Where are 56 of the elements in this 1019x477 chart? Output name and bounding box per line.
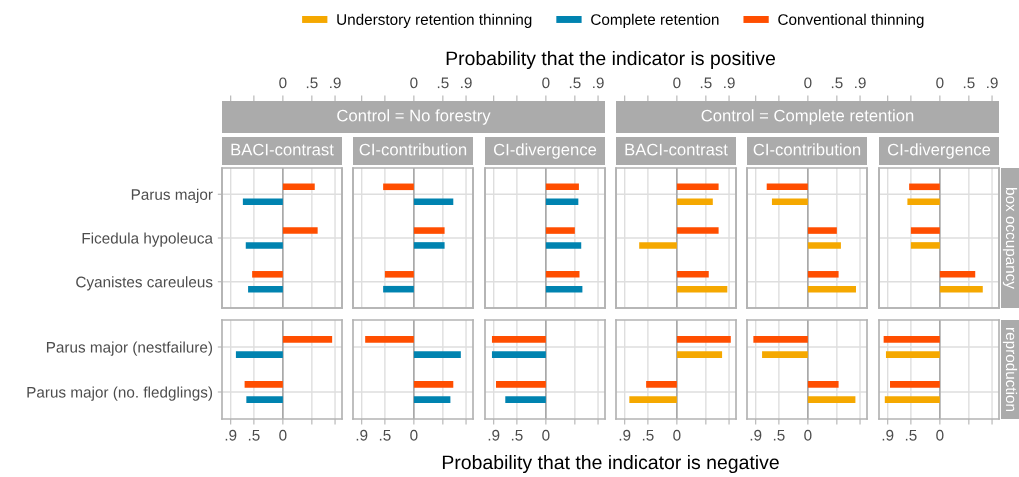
text: reproduction [1002, 328, 1018, 411]
x-tick-label: .9 [593, 77, 604, 89]
chart-title: CI-contribution [753, 143, 861, 156]
chart-title: CI-divergence [493, 143, 597, 159]
x-tick-label: 0 [936, 429, 944, 441]
x-tick-label: .5 [511, 429, 523, 441]
x-tick-label: 0 [279, 429, 287, 441]
y-tick-label: Ficedula hypoleuca [82, 232, 213, 247]
x-tick-label: .9 [330, 77, 341, 89]
x-tick-label: .5 [642, 429, 654, 441]
x-tick-label: .9 [461, 77, 472, 89]
x-tick-label: .5 [569, 77, 581, 89]
x-tick-label: 0 [279, 77, 287, 89]
x-tick-label: .9 [882, 429, 894, 441]
chart-subtitle: Control = No forestry [337, 109, 491, 125]
x-tick-label: .5 [437, 77, 449, 89]
x-tick-label: 0 [410, 77, 418, 89]
x-tick-label: .9 [619, 429, 631, 441]
x-tick-label: .5 [831, 77, 843, 89]
x-tick-label: .9 [987, 77, 998, 89]
legend-label: Complete retention [591, 13, 719, 28]
x-tick-label: 0 [542, 77, 550, 89]
x-tick-label: 0 [673, 429, 681, 441]
x-tick-label: .9 [855, 77, 866, 89]
x-tick-label: .9 [724, 77, 735, 89]
x-tick-label: .5 [306, 77, 318, 89]
legend-label: Understory retention thinning [337, 13, 532, 28]
chart-title: CI-divergence [887, 143, 991, 159]
x-tick-label: 0 [673, 77, 681, 89]
x-tick-label: .9 [750, 429, 762, 441]
x-tick-label: .5 [700, 77, 712, 89]
text: box occupancy [1002, 188, 1018, 289]
y-tick-label: Parus major (nestfailure) [46, 341, 213, 356]
x-tick-label: 0 [410, 429, 418, 441]
chart-title: BACI-contrast [625, 143, 728, 156]
legend-label: Conventional thinning [778, 13, 924, 28]
y-tick-label: Parus major (no. fledglings) [27, 386, 213, 401]
x-tick-label: .5 [773, 429, 785, 441]
chart-title: CI-contribution [359, 143, 467, 156]
chart-subtitle: Control = Complete retention [701, 109, 914, 125]
x-axis-title: Probability that the indicator is positive [446, 50, 776, 70]
x-tick-label: 0 [542, 429, 550, 441]
x-tick-label: 0 [804, 429, 812, 441]
x-tick-label: .5 [963, 77, 975, 89]
x-tick-label: 0 [936, 77, 944, 89]
x-axis-title: Probability that the indicator is negative [442, 454, 779, 474]
y-tick-label: Cyanistes careuleus [76, 276, 213, 291]
y-tick-label: Parus major [131, 188, 213, 203]
x-tick-label: 0 [804, 77, 812, 89]
x-tick-label: .5 [248, 429, 260, 441]
x-tick-label: .9 [488, 429, 500, 441]
chart-title: BACI-contrast [231, 143, 334, 156]
x-tick-label: .9 [225, 429, 237, 441]
x-tick-label: .5 [379, 429, 391, 441]
x-tick-label: .5 [905, 429, 917, 441]
x-tick-label: .9 [356, 429, 368, 441]
